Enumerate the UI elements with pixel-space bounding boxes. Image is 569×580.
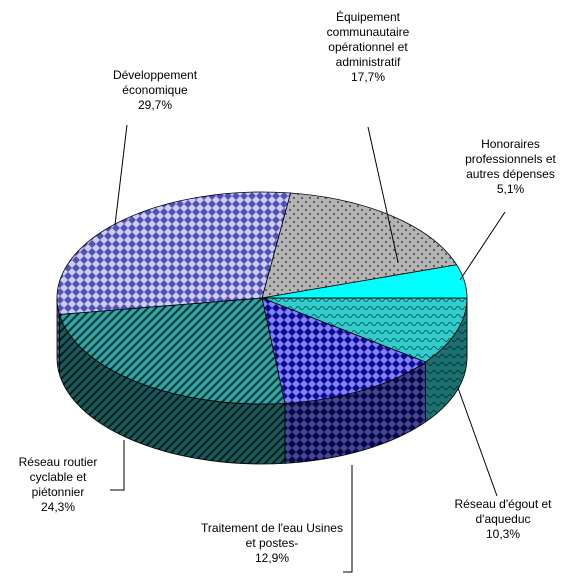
slice [261,297,427,404]
value-label: 10,3% [485,527,521,541]
value-label: 5,1% [496,182,525,196]
value-label: 12,9% [254,551,290,565]
slice [56,191,292,315]
value-label: 17,7% [350,70,386,84]
leader-line [343,465,353,573]
category-label: Développement économique [112,68,198,97]
leader-line [110,440,125,491]
slice-side-shade [59,314,285,464]
slice-label: Développement économique 29,7% [100,68,210,113]
value-label: 29,7% [137,98,173,112]
slice-label: Équipement communautaire opérationnel et… [308,10,428,85]
leader-line [459,211,506,281]
slice-side-shade [284,362,426,464]
category-label: Traitement de l'eau Usines et postes- [201,521,343,550]
leader-line [367,126,399,263]
category-label: Équipement communautaire opérationnel et… [326,10,410,69]
slice [261,192,458,299]
value-label: 24,3% [40,500,76,514]
slice-side-shade [425,298,467,423]
slice [58,297,286,405]
leader-line [457,387,498,497]
category-label: Réseau d'égout et d'aqueduc [454,497,552,526]
category-label: Honoraires professionnels et autres dépe… [465,137,556,181]
slice-label: Réseau routier cyclable et piétonnier 24,… [3,455,113,515]
category-label: Réseau routier cyclable et piétonnier [18,455,98,499]
slice-side-shade [57,298,60,375]
slice-label: Réseau d'égout et d'aqueduc 10,3% [438,497,568,542]
leader-line [114,124,128,226]
slice [261,297,468,363]
slice-label: Honoraires professionnels et autres dépe… [448,137,569,197]
slice-label: Traitement de l'eau Usines et postes- 12,… [197,521,347,566]
